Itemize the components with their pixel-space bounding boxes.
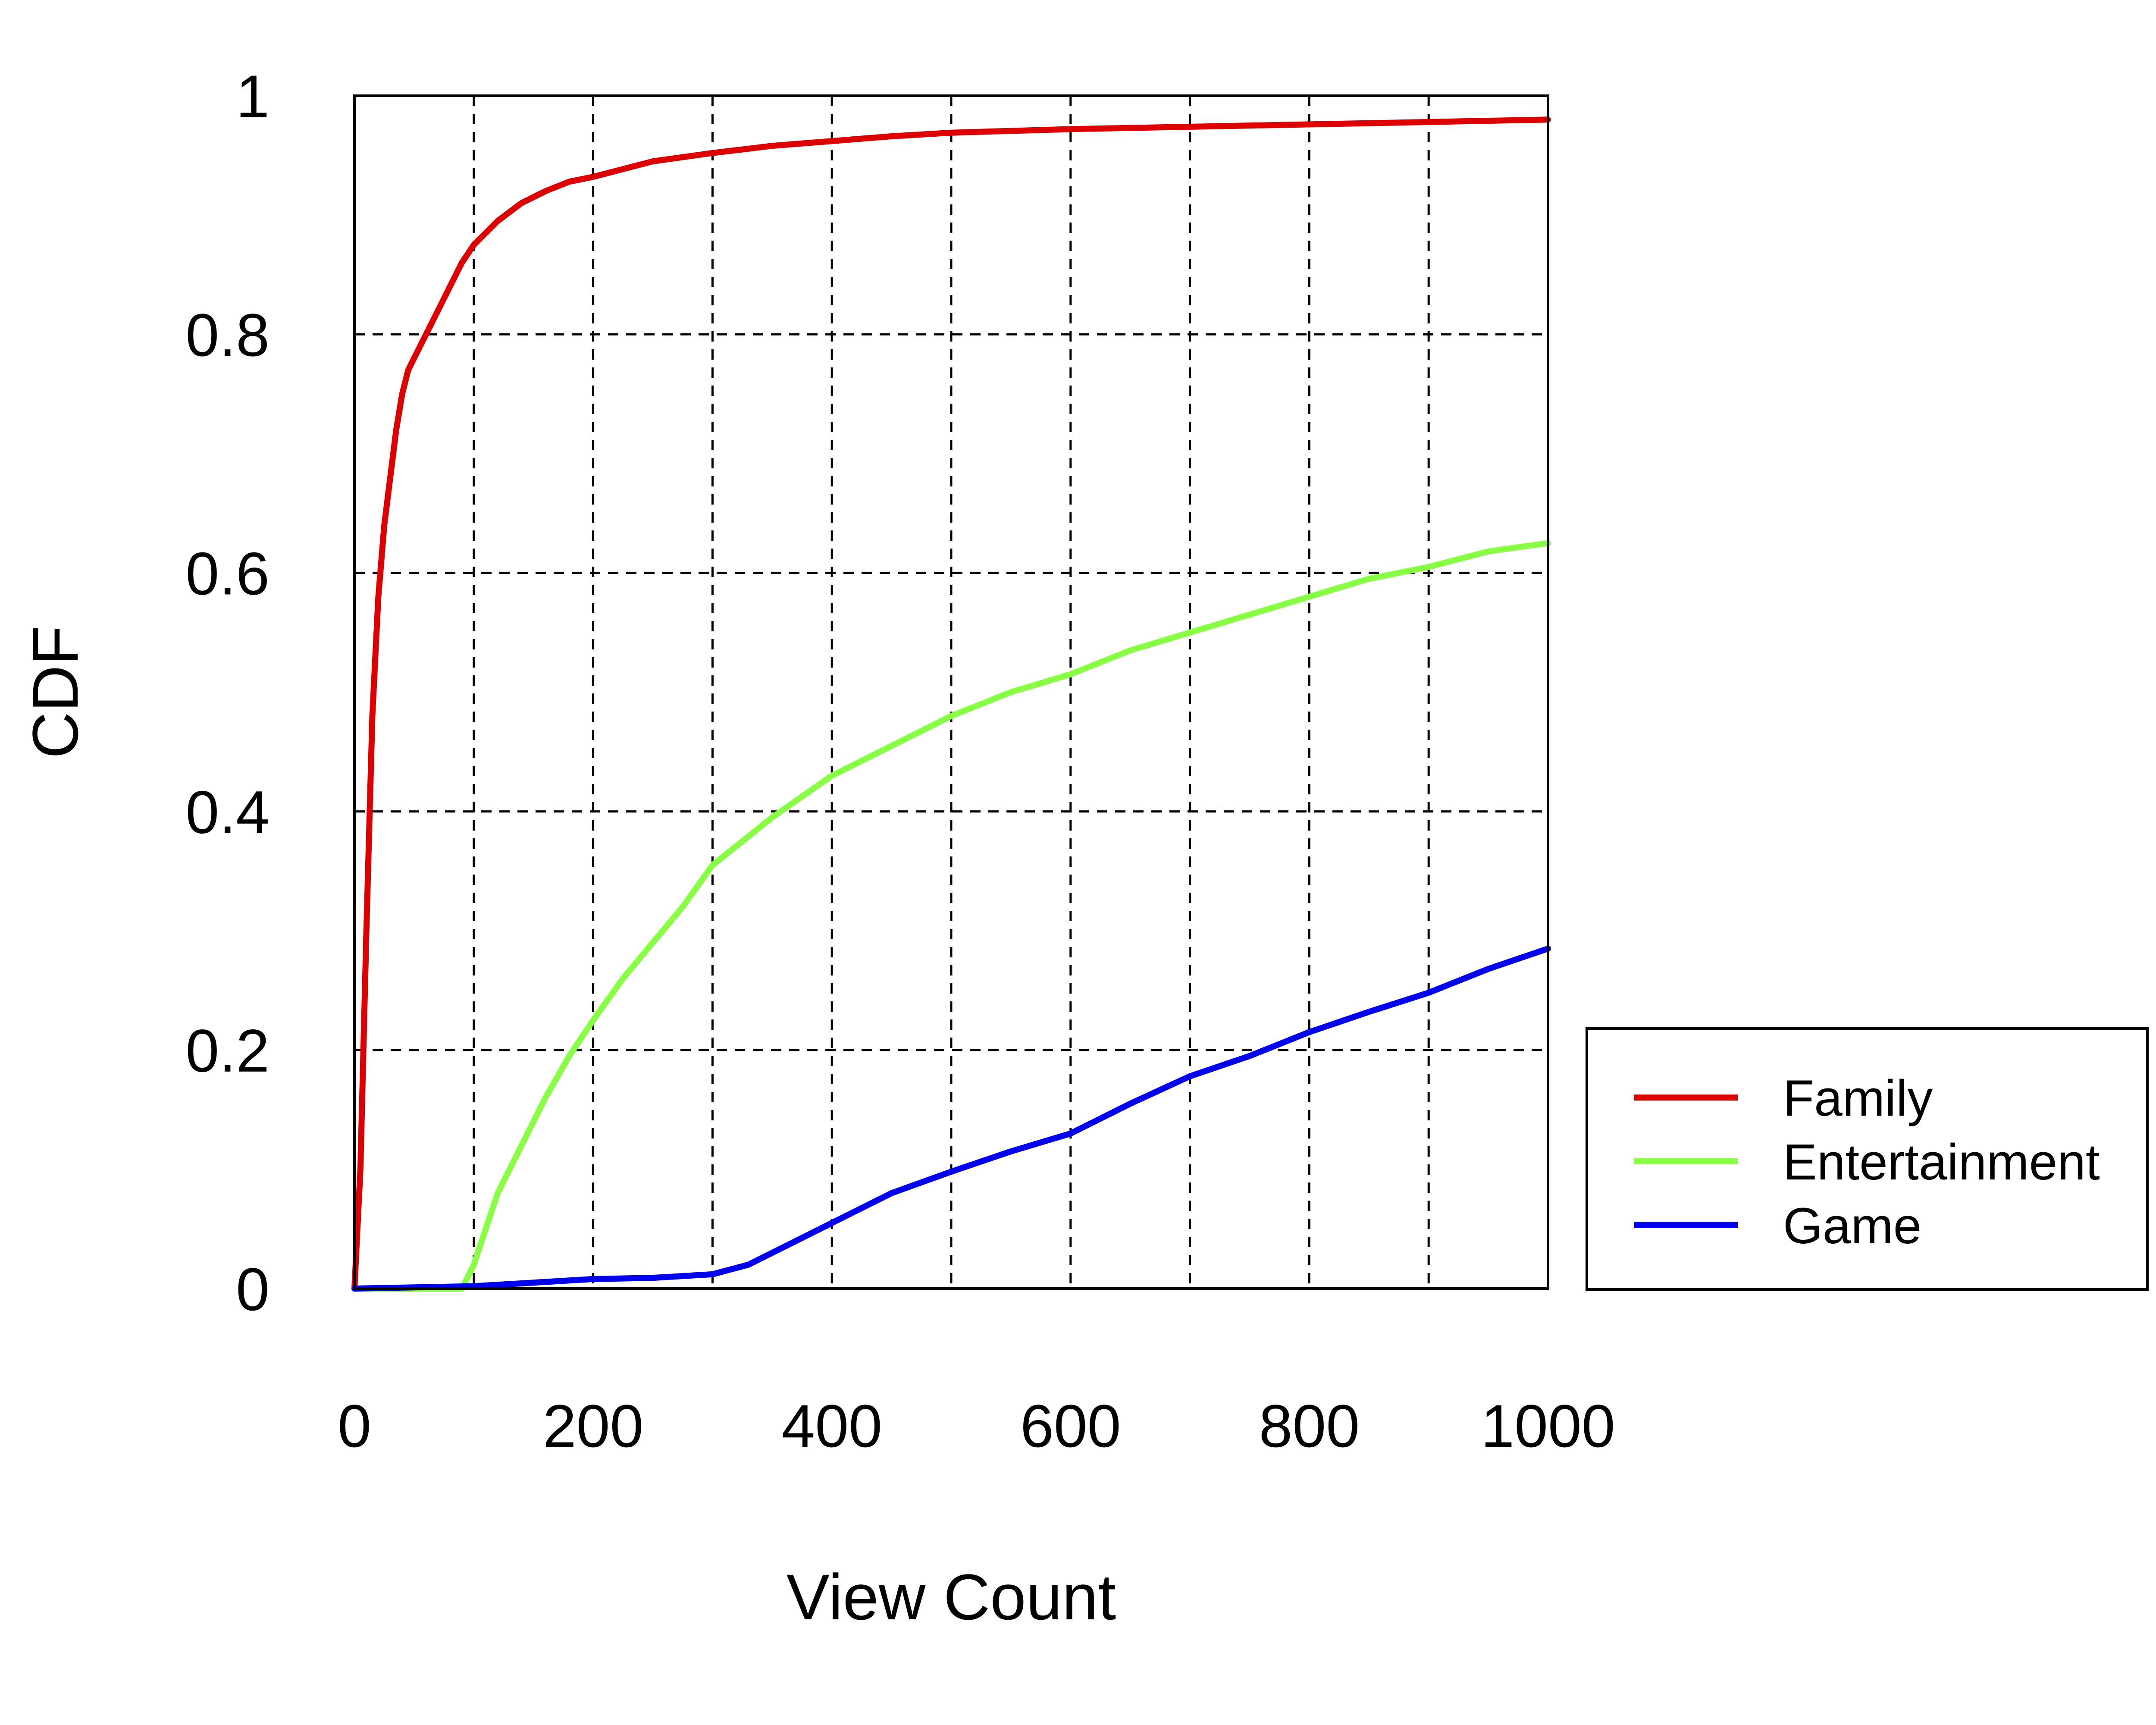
x-axis-title: View Count: [787, 1561, 1116, 1633]
y-tick-labels: 0 0.2 0.4 0.6 0.8 1: [185, 63, 270, 1323]
x-tick-label: 200: [543, 1392, 644, 1460]
x-tick-label: 1000: [1481, 1392, 1615, 1460]
series-line-game: [351, 945, 1551, 1292]
series-line-entertainment: [351, 540, 1551, 1292]
x-tick-label: 600: [1020, 1392, 1121, 1460]
y-tick-label: 1: [236, 63, 270, 130]
x-tick-labels: 0 200 400 600 800 1000: [338, 1392, 1615, 1460]
legend-label-entertainment: Entertainment: [1783, 1134, 2100, 1191]
y-axis-title: CDF: [19, 626, 91, 759]
x-tick-label: 800: [1259, 1392, 1360, 1460]
legend-label-family: Family: [1783, 1070, 1933, 1127]
x-tick-label: 400: [781, 1392, 882, 1460]
y-tick-label: 0.4: [185, 778, 270, 846]
series-lines: [351, 116, 1551, 1292]
series-line-family: [351, 116, 1551, 1292]
y-tick-label: 0.8: [185, 301, 270, 369]
y-tick-label: 0.2: [185, 1017, 270, 1085]
y-tick-label: 0.6: [185, 539, 270, 607]
plot-area-frame: [353, 94, 1549, 1290]
x-tick-label: 0: [338, 1392, 371, 1460]
grid: [354, 96, 1548, 1289]
y-tick-label: 0: [236, 1255, 270, 1323]
legend-label-game: Game: [1783, 1198, 1921, 1255]
legend: Family Entertainment Game: [1586, 1027, 2149, 1291]
